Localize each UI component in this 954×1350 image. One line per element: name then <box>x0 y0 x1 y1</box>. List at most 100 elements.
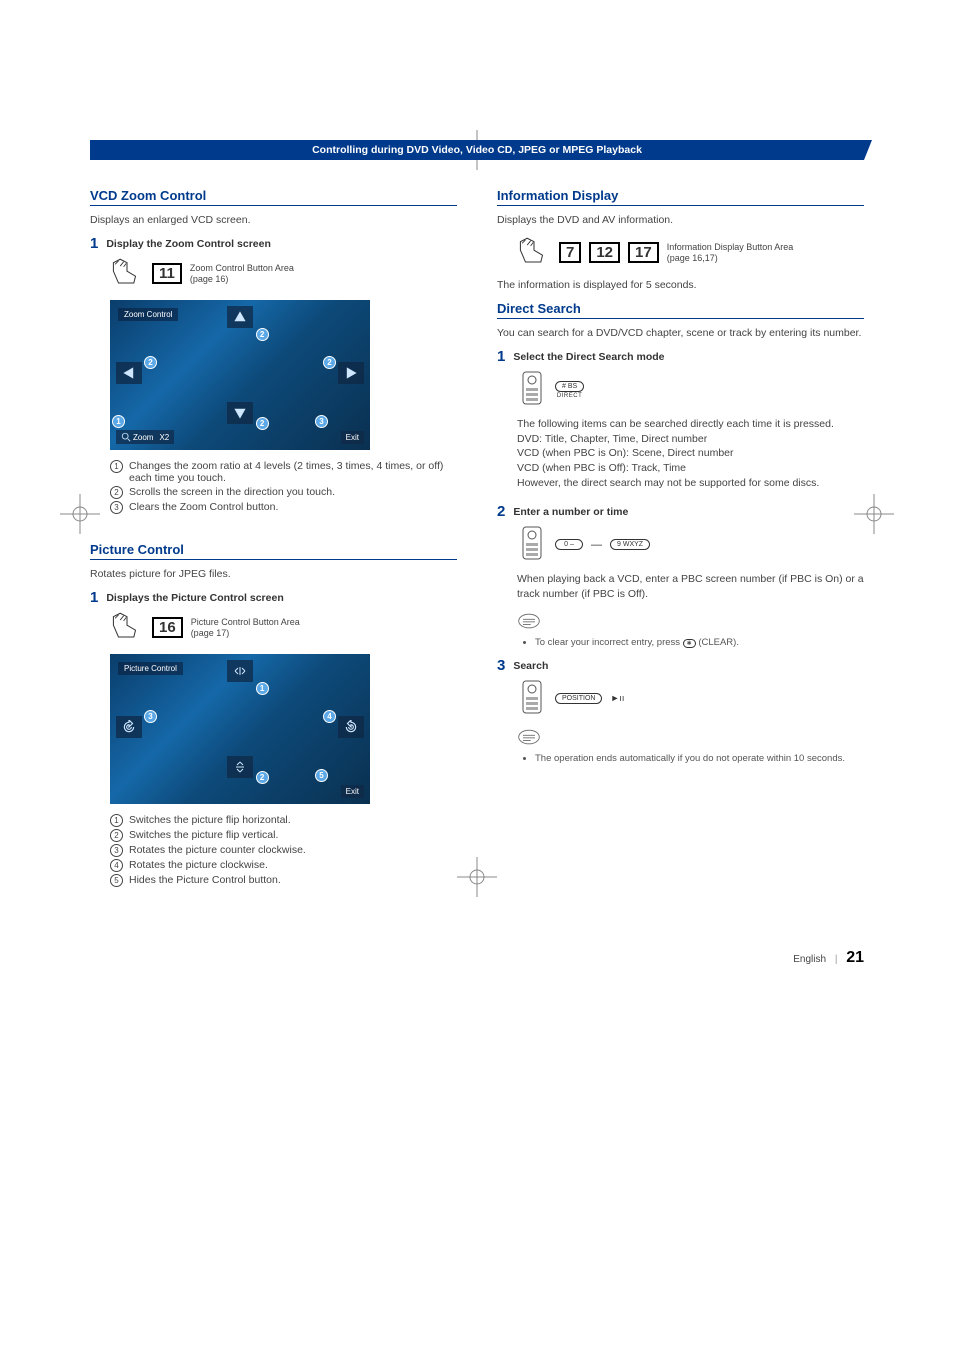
caption-line1: Information Display Button Area <box>667 242 794 252</box>
note-icon <box>517 612 864 633</box>
screenshot-title: Picture Control <box>118 662 183 675</box>
callout-3p: 3 <box>144 710 157 723</box>
crop-mark-bottom <box>457 857 497 897</box>
flip-horizontal-button[interactable] <box>227 660 253 682</box>
hand-instruction-zoom: 11 Zoom Control Button Area (page 16) <box>110 257 457 290</box>
legend-marker-3: 3 <box>110 501 123 514</box>
heading-direct-search: Direct Search <box>497 301 864 319</box>
remote-button-bs[interactable]: # BS <box>555 381 584 392</box>
button-area-number-17: 17 <box>628 242 659 263</box>
legend-marker-4: 4 <box>110 859 123 872</box>
legend-text: Rotates the picture counter clockwise. <box>129 844 306 857</box>
hand-pointer-icon <box>110 611 144 644</box>
legend-marker-3: 3 <box>110 844 123 857</box>
info-caption: Information Display Button Area (page 16… <box>667 242 794 264</box>
heading-info-display: Information Display <box>497 188 864 206</box>
step-1-search: 1 Select the Direct Search mode <box>497 349 864 364</box>
remote-icon <box>517 679 547 718</box>
callout-5p: 5 <box>315 769 328 782</box>
screenshot-title: Zoom Control <box>118 308 178 321</box>
chapter-banner: Controlling during DVD Video, Video CD, … <box>90 140 864 160</box>
button-area-number: 16 <box>152 617 183 638</box>
legend-marker-2: 2 <box>110 486 123 499</box>
enter-number-para: When playing back a VCD, enter a PBC scr… <box>517 572 864 601</box>
zoom-legend: 1Changes the zoom ratio at 4 levels (2 t… <box>110 460 457 514</box>
callout-2c: 2 <box>323 356 336 369</box>
step-3-search: 3 Search <box>497 658 864 673</box>
step-number: 3 <box>497 658 505 673</box>
legend-marker-5: 5 <box>110 874 123 887</box>
footer-separator: | <box>835 954 838 965</box>
callout-2d: 2 <box>256 417 269 430</box>
step-1-picture: 1 Displays the Picture Control screen <box>90 590 457 605</box>
arrow-left-button[interactable] <box>116 362 142 384</box>
footer-page-number: 21 <box>846 949 864 966</box>
step-title: Search <box>513 658 548 672</box>
picture-legend: 1Switches the picture flip horizontal. 2… <box>110 814 457 887</box>
heading-picture-control: Picture Control <box>90 542 457 560</box>
caption-line1: Zoom Control Button Area <box>190 263 294 273</box>
remote-button-position[interactable]: POSITION <box>555 693 602 704</box>
caption-line1: Picture Control Button Area <box>191 617 300 627</box>
exit-button[interactable]: Exit <box>341 431 364 444</box>
direct-search-para: The following items can be searched dire… <box>517 417 864 490</box>
step-1-zoom: 1 Display the Zoom Control screen <box>90 236 457 251</box>
button-area-number: 11 <box>152 263 182 284</box>
page-footer: English | 21 <box>90 949 864 967</box>
legend-text: Clears the Zoom Control button. <box>129 501 278 514</box>
caption-line2: (page 17) <box>191 628 230 638</box>
hand-instruction-info: 7 12 17 Information Display Button Area … <box>517 236 864 269</box>
arrow-up-button[interactable] <box>227 306 253 328</box>
legend-marker-1: 1 <box>110 460 123 473</box>
heading-vcd-zoom: VCD Zoom Control <box>90 188 457 206</box>
callout-3: 3 <box>315 415 328 428</box>
legend-text: Switches the picture flip vertical. <box>129 829 278 842</box>
step-number: 1 <box>90 236 98 251</box>
zoom-control-screenshot: Zoom Control 2 2 2 2 Zoom X2 1 <box>110 300 370 450</box>
arrow-right-button[interactable] <box>338 362 364 384</box>
exit-button[interactable]: Exit <box>341 785 364 798</box>
flip-vertical-button[interactable] <box>227 756 253 778</box>
crop-mark-left <box>60 494 100 534</box>
step-title: Enter a number or time <box>513 504 628 518</box>
exit-text: Exit <box>346 433 359 442</box>
remote-button-0[interactable]: 0 – <box>555 539 583 550</box>
step-title: Displays the Picture Control screen <box>106 590 283 604</box>
zoom-label[interactable]: Zoom X2 <box>116 430 174 444</box>
remote-icon <box>517 370 547 409</box>
button-area-number-12: 12 <box>589 242 620 263</box>
step-number: 1 <box>497 349 505 364</box>
step-number: 2 <box>497 504 505 519</box>
remote-row-2: 0 – — 9 WXYZ <box>517 525 864 564</box>
zoom-ratio: X2 <box>159 433 169 442</box>
remote-button-sub: DIRECT <box>557 393 582 399</box>
remote-button-9[interactable]: 9 WXYZ <box>610 539 650 550</box>
button-area-caption: Picture Control Button Area (page 17) <box>191 617 300 639</box>
rotate-ccw-button[interactable] <box>116 716 142 738</box>
step-2-search: 2 Enter a number or time <box>497 504 864 519</box>
note-text: To clear your incorrect entry, press ✱ (… <box>535 637 864 648</box>
button-area-number-7: 7 <box>559 242 581 263</box>
crop-mark-right <box>854 494 894 534</box>
dash: — <box>591 539 602 551</box>
arrow-down-button[interactable] <box>227 402 253 424</box>
intro-direct-search: You can search for a DVD/VCD chapter, sc… <box>497 327 864 339</box>
callout-2a: 2 <box>256 328 269 341</box>
play-pause-icon: ►ıı <box>610 693 624 703</box>
callout-2p: 2 <box>256 771 269 784</box>
rotate-cw-button[interactable] <box>338 716 364 738</box>
hand-instruction-picture: 16 Picture Control Button Area (page 17) <box>110 611 457 644</box>
hand-pointer-icon <box>110 257 144 290</box>
intro-info-display: Displays the DVD and AV information. <box>497 214 864 226</box>
note-timeout: The operation ends automatically if you … <box>535 753 864 764</box>
zoom-text: Zoom <box>133 433 153 442</box>
footer-language: English <box>793 954 826 965</box>
left-column: VCD Zoom Control Displays an enlarged VC… <box>90 178 457 889</box>
note-text: The operation ends automatically if you … <box>535 753 864 764</box>
button-area-caption: Zoom Control Button Area (page 16) <box>190 263 294 285</box>
caption-line2: (page 16) <box>190 274 229 284</box>
callout-1: 1 <box>112 415 125 428</box>
callout-4p: 4 <box>323 710 336 723</box>
step-title: Display the Zoom Control screen <box>106 236 271 250</box>
legend-text: Scrolls the screen in the direction you … <box>129 486 335 499</box>
